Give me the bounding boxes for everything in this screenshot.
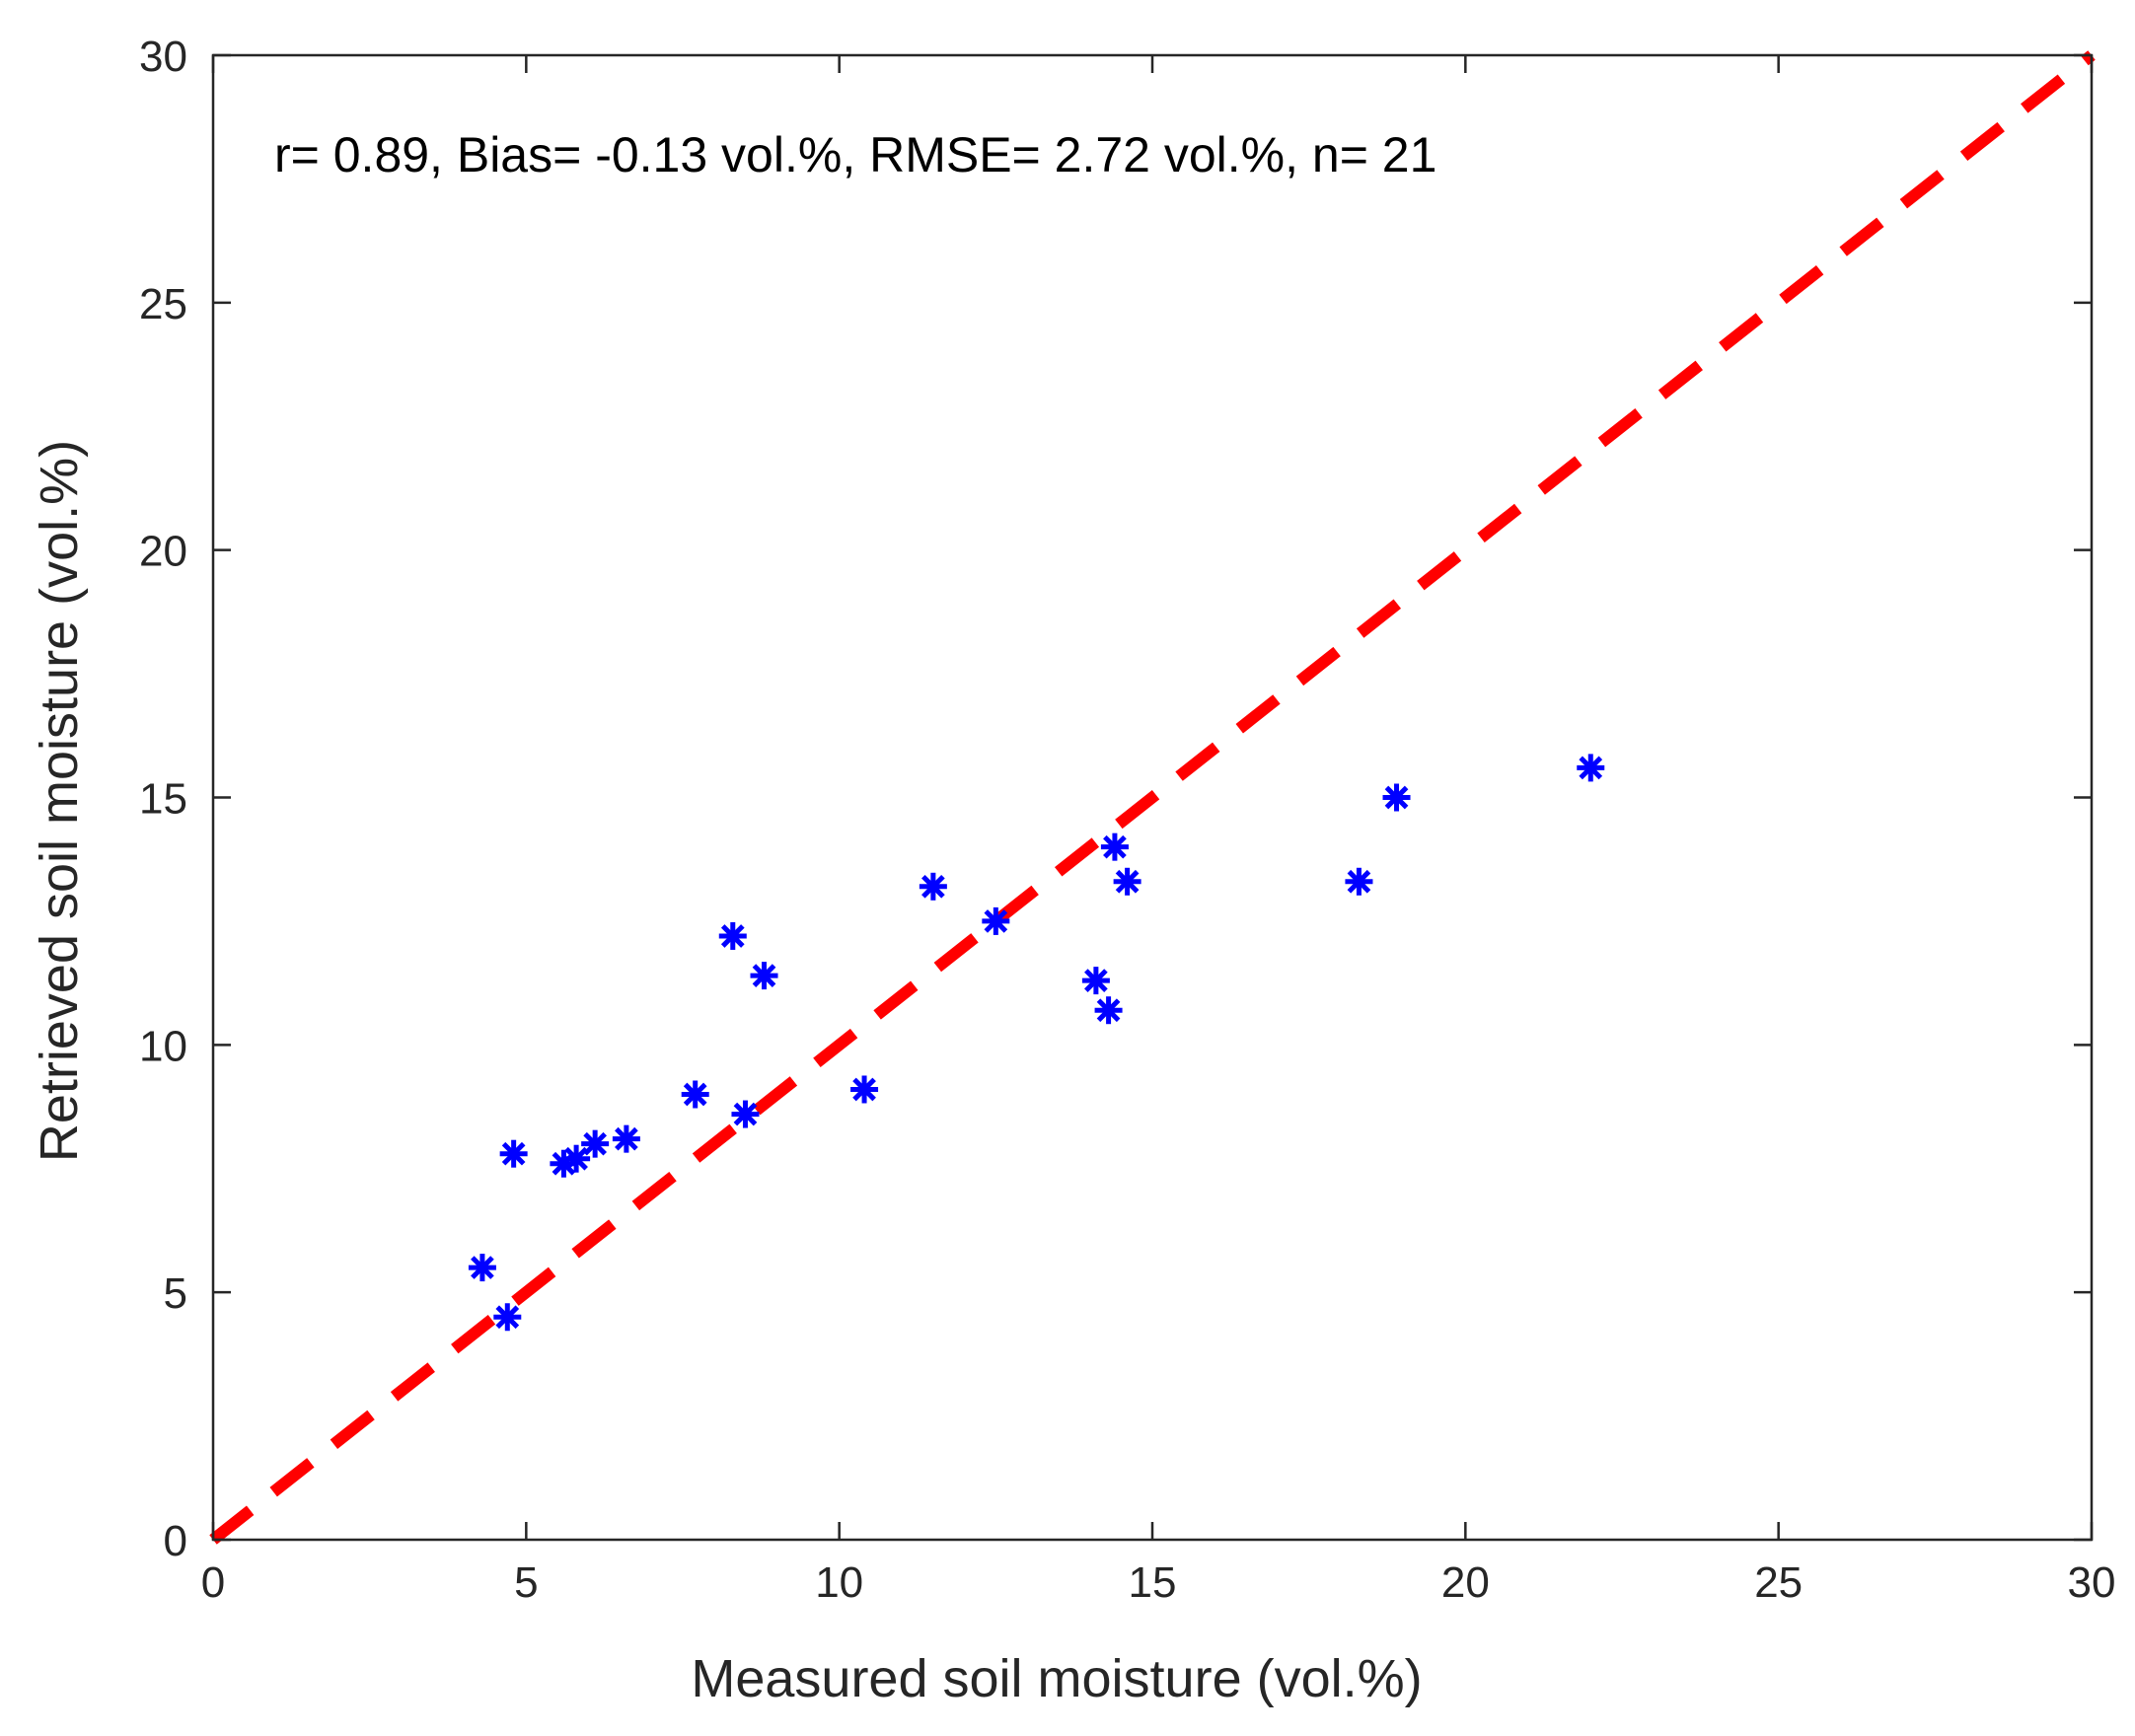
x-axis-title: Measured soil moisture (vol.%) bbox=[691, 1649, 1422, 1708]
data-point bbox=[581, 1129, 610, 1158]
y-tick-label: 15 bbox=[139, 775, 187, 824]
data-point bbox=[718, 921, 747, 950]
x-tick-label: 20 bbox=[1441, 1558, 1490, 1607]
data-point bbox=[612, 1124, 640, 1153]
y-axis-title: Retrieved soil moisture (vol.%) bbox=[30, 440, 89, 1162]
data-point bbox=[1577, 754, 1605, 782]
y-tick-label: 10 bbox=[139, 1022, 187, 1070]
data-point bbox=[681, 1080, 709, 1109]
data-point bbox=[919, 872, 947, 901]
data-point bbox=[1382, 783, 1411, 812]
data-point bbox=[1345, 867, 1373, 896]
data-point bbox=[982, 906, 1010, 935]
data-point bbox=[750, 962, 778, 990]
points-layer bbox=[468, 754, 1605, 1332]
x-tick-label: 15 bbox=[1129, 1558, 1177, 1607]
one-to-one-line bbox=[209, 50, 2096, 1545]
data-point bbox=[850, 1075, 879, 1104]
data-point bbox=[1100, 832, 1129, 861]
x-tick-label: 10 bbox=[815, 1558, 863, 1607]
stats-annotation: r= 0.89, Bias= -0.13 vol.%, RMSE= 2.72 v… bbox=[274, 127, 1436, 182]
x-tick-label: 5 bbox=[514, 1558, 538, 1607]
data-point bbox=[1113, 867, 1141, 896]
y-tick-label: 30 bbox=[139, 33, 187, 81]
x-tick-label: 30 bbox=[2068, 1558, 2116, 1607]
y-tick-label: 5 bbox=[164, 1269, 187, 1318]
data-point bbox=[1081, 967, 1110, 995]
data-point bbox=[1094, 996, 1123, 1025]
one-to-one-layer bbox=[209, 50, 2096, 1545]
data-point bbox=[562, 1144, 591, 1173]
data-point bbox=[468, 1254, 496, 1282]
ticks-layer bbox=[211, 53, 2094, 1542]
x-tick-label: 25 bbox=[1754, 1558, 1803, 1607]
data-point bbox=[499, 1139, 528, 1168]
data-point bbox=[493, 1303, 522, 1332]
data-point bbox=[731, 1100, 760, 1128]
y-tick-label: 20 bbox=[139, 528, 187, 576]
y-tick-label: 25 bbox=[139, 280, 187, 328]
y-tick-label: 0 bbox=[164, 1517, 187, 1565]
x-tick-label: 0 bbox=[201, 1558, 225, 1607]
tick-labels-layer: 0 5 10 15 20 25 30 0 5 10 15 20 25 30 bbox=[139, 33, 2115, 1607]
